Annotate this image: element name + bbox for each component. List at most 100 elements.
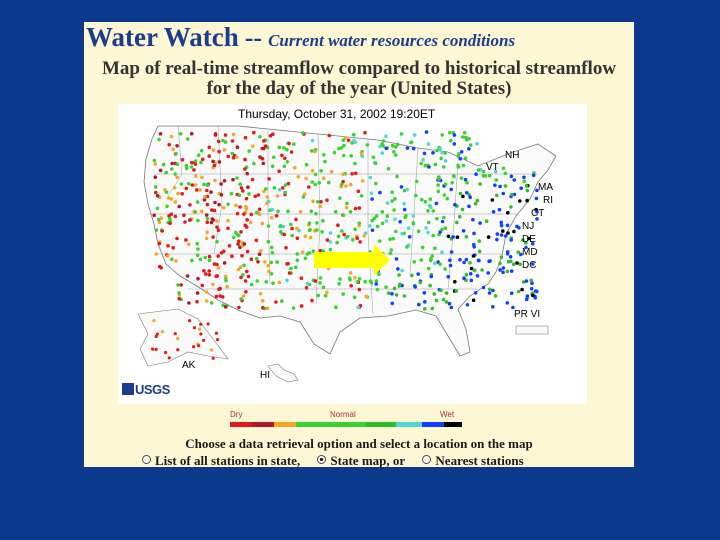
station-dot[interactable] xyxy=(463,156,468,160)
station-dot[interactable] xyxy=(462,260,466,265)
station-dot[interactable] xyxy=(211,148,216,152)
station-dot[interactable] xyxy=(429,205,433,210)
station-dot[interactable] xyxy=(157,137,161,142)
station-dot[interactable] xyxy=(169,212,174,216)
station-dot[interactable] xyxy=(503,234,508,238)
station-dot[interactable] xyxy=(328,231,333,235)
station-dot[interactable] xyxy=(168,217,172,221)
station-dot[interactable] xyxy=(196,276,200,281)
station-dot[interactable] xyxy=(195,188,199,192)
station-dot[interactable] xyxy=(318,276,323,280)
station-dot[interactable] xyxy=(161,162,166,167)
station-dot[interactable] xyxy=(257,252,262,256)
station-dot[interactable] xyxy=(493,294,498,298)
station-dot[interactable] xyxy=(274,300,278,304)
station-dot[interactable] xyxy=(193,183,198,187)
station-dot[interactable] xyxy=(207,154,211,158)
station-dot[interactable] xyxy=(277,280,282,285)
station-dot[interactable] xyxy=(355,236,359,240)
station-dot[interactable] xyxy=(157,220,162,225)
station-dot[interactable] xyxy=(205,194,210,199)
station-dot[interactable] xyxy=(245,249,250,254)
station-dot[interactable] xyxy=(370,228,375,232)
station-dot[interactable] xyxy=(426,142,431,146)
station-dot[interactable] xyxy=(411,214,416,218)
station-dot[interactable] xyxy=(235,176,239,180)
station-dot[interactable] xyxy=(275,194,280,198)
station-dot[interactable] xyxy=(313,182,318,187)
station-dot[interactable] xyxy=(184,163,189,168)
station-dot[interactable] xyxy=(211,235,215,239)
state-label-ak[interactable]: AK xyxy=(182,360,196,371)
station-dot[interactable] xyxy=(224,278,228,283)
station-dot[interactable] xyxy=(371,155,376,160)
station-dot[interactable] xyxy=(175,162,180,166)
station-dot[interactable] xyxy=(380,151,385,155)
station-dot[interactable] xyxy=(446,274,451,279)
station-dot[interactable] xyxy=(215,225,219,229)
station-dot[interactable] xyxy=(247,192,251,196)
station-dot[interactable] xyxy=(200,157,205,162)
station-dot[interactable] xyxy=(155,194,160,198)
station-dot[interactable] xyxy=(321,176,326,180)
station-dot[interactable] xyxy=(164,350,168,355)
station-dot[interactable] xyxy=(226,154,231,159)
station-dot[interactable] xyxy=(217,202,221,207)
station-dot[interactable] xyxy=(434,201,439,206)
station-dot[interactable] xyxy=(152,158,157,163)
station-dot[interactable] xyxy=(443,267,447,271)
station-dot[interactable] xyxy=(465,181,469,185)
station-dot[interactable] xyxy=(499,220,504,225)
station-dot[interactable] xyxy=(195,241,200,246)
station-dot[interactable] xyxy=(405,187,410,192)
station-dot[interactable] xyxy=(418,280,423,285)
station-dot[interactable] xyxy=(234,155,239,159)
station-dot[interactable] xyxy=(313,279,318,283)
station-dot[interactable] xyxy=(266,224,271,228)
station-dot[interactable] xyxy=(438,230,443,234)
station-dot[interactable] xyxy=(441,297,446,302)
station-dot[interactable] xyxy=(279,230,283,234)
station-dot[interactable] xyxy=(222,261,227,265)
station-dot[interactable] xyxy=(170,161,174,166)
station-dot[interactable] xyxy=(212,262,217,266)
station-dot[interactable] xyxy=(472,245,477,249)
station-dot[interactable] xyxy=(176,348,180,352)
station-dot[interactable] xyxy=(345,201,349,206)
station-dot[interactable] xyxy=(509,174,514,179)
station-dot[interactable] xyxy=(223,305,228,309)
station-dot[interactable] xyxy=(166,244,170,248)
station-dot[interactable] xyxy=(524,297,529,302)
station-dot[interactable] xyxy=(172,186,177,190)
station-dot[interactable] xyxy=(328,240,333,244)
station-dot[interactable] xyxy=(211,282,215,287)
station-dot[interactable] xyxy=(235,145,240,149)
option-nearest-stations[interactable]: Nearest stations xyxy=(422,453,524,469)
station-dot[interactable] xyxy=(238,182,242,186)
station-dot[interactable] xyxy=(245,171,249,176)
station-dot[interactable] xyxy=(226,226,230,231)
state-label-md[interactable]: MD xyxy=(522,247,538,258)
station-dot[interactable] xyxy=(422,291,427,295)
station-dot[interactable] xyxy=(380,221,385,226)
station-dot[interactable] xyxy=(205,216,210,221)
station-dot[interactable] xyxy=(512,192,517,197)
station-dot[interactable] xyxy=(264,280,268,284)
station-dot[interactable] xyxy=(246,185,250,189)
station-dot[interactable] xyxy=(407,235,412,239)
station-dot[interactable] xyxy=(304,286,309,290)
station-dot[interactable] xyxy=(265,201,269,206)
station-dot[interactable] xyxy=(269,245,274,250)
station-dot[interactable] xyxy=(325,238,330,242)
station-dot[interactable] xyxy=(395,142,400,147)
station-dot[interactable] xyxy=(272,155,276,160)
station-dot[interactable] xyxy=(336,223,340,227)
station-dot[interactable] xyxy=(198,257,203,262)
station-dot[interactable] xyxy=(197,344,201,348)
station-dot[interactable] xyxy=(177,204,181,209)
station-dot[interactable] xyxy=(461,163,466,168)
station-dot[interactable] xyxy=(205,202,210,207)
station-dot[interactable] xyxy=(195,299,199,304)
station-dot[interactable] xyxy=(317,181,321,185)
station-dot[interactable] xyxy=(229,191,234,196)
